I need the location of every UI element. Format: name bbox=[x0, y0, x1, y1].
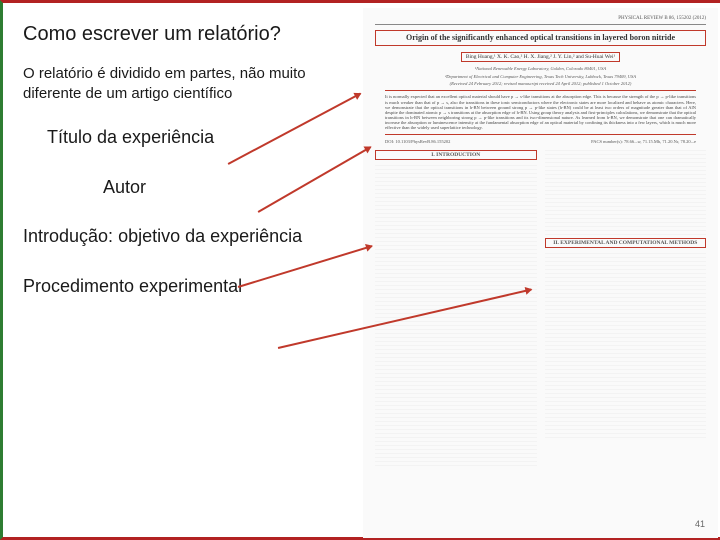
slide-heading: Como escrever um relatório? bbox=[23, 23, 363, 46]
paper-col-right: II. EXPERIMENTAL AND COMPUTATIONAL METHO… bbox=[545, 148, 707, 467]
label-procedure: Procedimento experimental bbox=[23, 276, 363, 298]
label-author: Autor bbox=[103, 177, 363, 199]
paper-affil-1: ¹National Renewable Energy Laboratory, G… bbox=[375, 66, 706, 71]
paper-affil-2: ²Department of Electrical and Computer E… bbox=[375, 74, 706, 79]
paper-col-left: I. INTRODUCTION bbox=[375, 148, 537, 467]
paper-authors-box: Bing Huang,¹ X. K. Cao,² H. X. Jiang,² J… bbox=[461, 52, 620, 63]
body-text-filler bbox=[545, 148, 707, 236]
paper-preview: PHYSICAL REVIEW B 86, 155202 (2012) Orig… bbox=[363, 8, 718, 538]
paper-title-box: Origin of the significantly enhanced opt… bbox=[375, 30, 706, 46]
page-number: 41 bbox=[695, 519, 705, 529]
label-title: Título da experiência bbox=[47, 127, 363, 149]
section-intro-box: I. INTRODUCTION bbox=[375, 150, 537, 160]
body-text-filler bbox=[545, 251, 707, 439]
slide-subtext: O relatório é dividido em partes, não mu… bbox=[23, 64, 363, 103]
paper-abstract-box: It is normally expected that an excellen… bbox=[385, 90, 696, 134]
paper-journal: PHYSICAL REVIEW B 86, 155202 (2012) bbox=[375, 16, 706, 25]
section-exp-box: II. EXPERIMENTAL AND COMPUTATIONAL METHO… bbox=[545, 238, 707, 248]
label-intro: Introdução: objetivo da experiência bbox=[23, 226, 363, 248]
body-text-filler bbox=[375, 163, 537, 467]
paper-doi: DOI: 10.1103/PhysRevB.86.155202 bbox=[385, 139, 450, 144]
paper-received: (Received 24 February 2012; revised manu… bbox=[375, 81, 706, 86]
paper-pacs: PACS number(s): 78.66.–w, 71.15.Mb, 71.2… bbox=[591, 139, 696, 144]
